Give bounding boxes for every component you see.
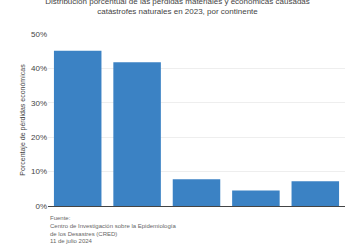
svg-text:Fuente:Centro de Investigación: Fuente:Centro de Investigación sobre la … bbox=[50, 215, 176, 244]
svg-text:0%: 0% bbox=[35, 202, 47, 211]
svg-text:10%: 10% bbox=[31, 167, 47, 176]
svg-text:Porcentaje de pérdidas económi: Porcentaje de pérdidas económicas bbox=[19, 64, 27, 176]
svg-text:30%: 30% bbox=[31, 99, 47, 108]
svg-text:Distribución porcentual de las: Distribución porcentual de las pérdidas … bbox=[45, 0, 310, 16]
svg-text:50%: 50% bbox=[31, 30, 47, 39]
svg-text:20%: 20% bbox=[31, 133, 47, 142]
svg-text:40%: 40% bbox=[31, 64, 47, 73]
